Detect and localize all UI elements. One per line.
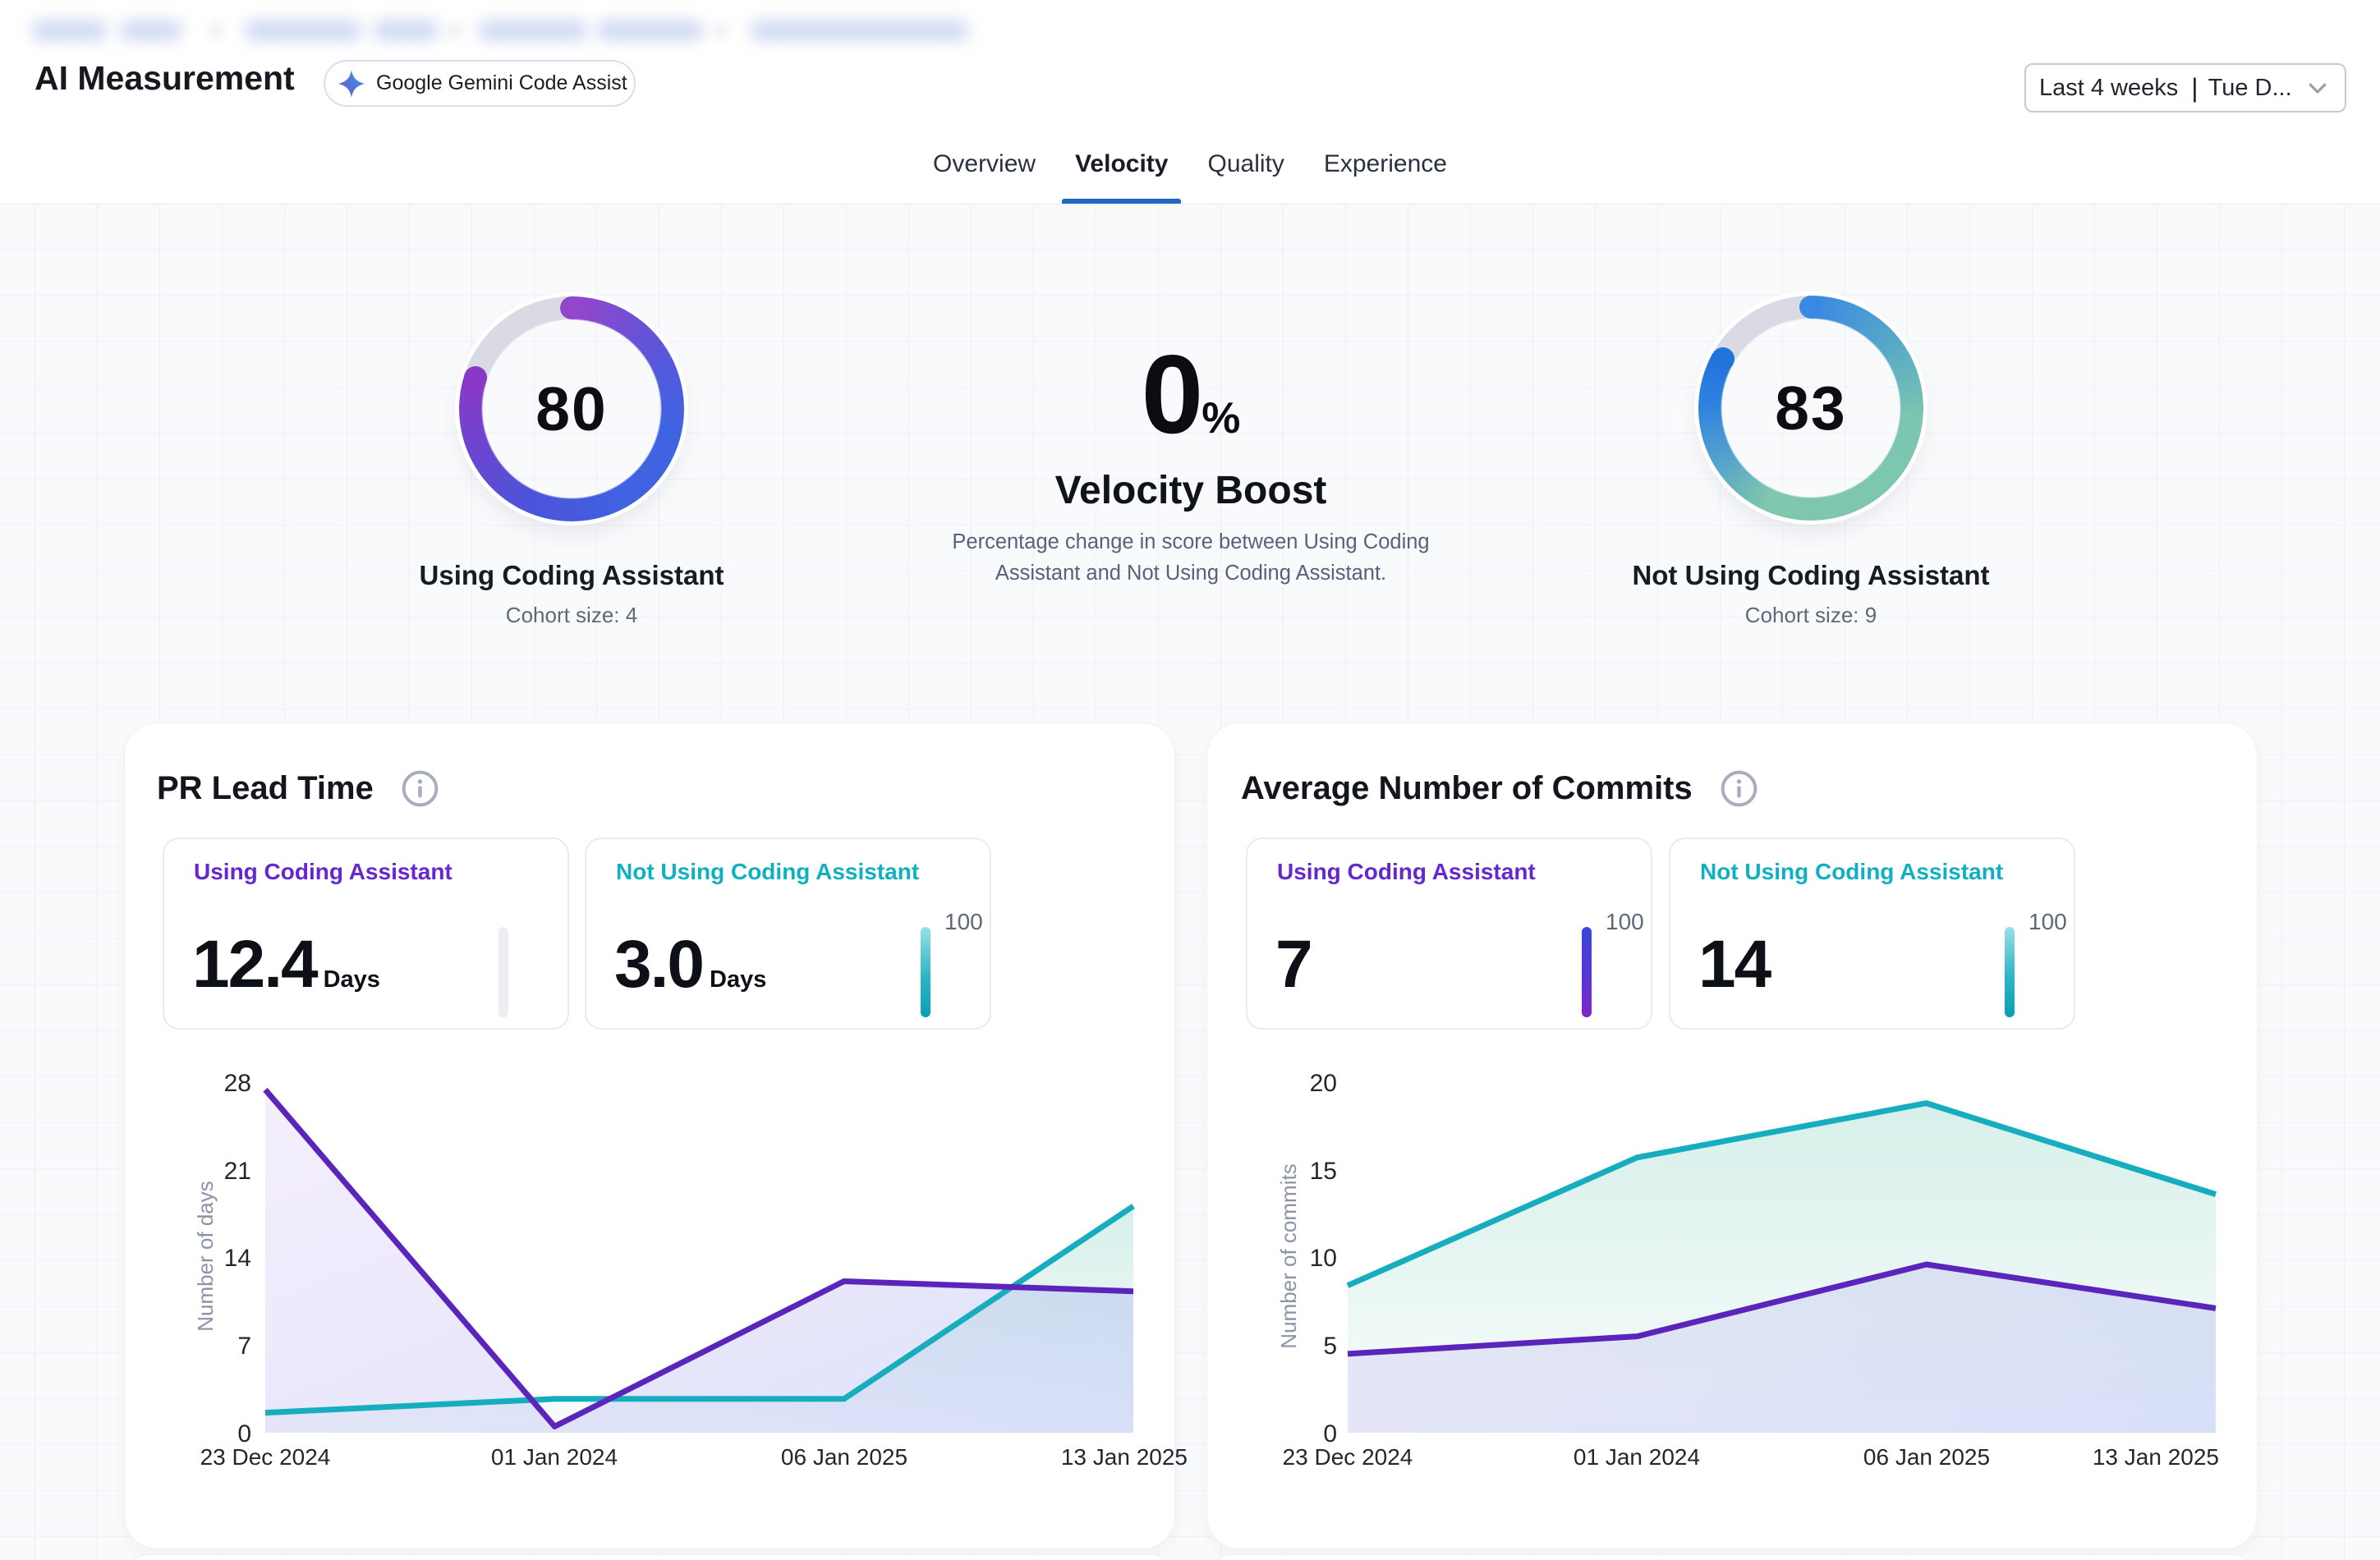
svg-text:5: 5 <box>1323 1333 1337 1360</box>
svg-text:10: 10 <box>1310 1245 1337 1272</box>
svg-text:28: 28 <box>224 1070 251 1097</box>
svg-text:01 Jan 2024: 01 Jan 2024 <box>491 1444 618 1470</box>
svg-text:06 Jan 2025: 06 Jan 2025 <box>781 1444 907 1470</box>
svg-text:20: 20 <box>1310 1070 1337 1097</box>
svg-text:Number of days: Number of days <box>193 1181 218 1332</box>
svg-text:Number of commits: Number of commits <box>1276 1163 1301 1348</box>
svg-text:06 Jan 2025: 06 Jan 2025 <box>1863 1444 1990 1470</box>
svg-text:7: 7 <box>237 1333 251 1360</box>
svg-text:23 Dec 2024: 23 Dec 2024 <box>1283 1444 1413 1470</box>
svg-text:14: 14 <box>224 1245 251 1272</box>
svg-text:01 Jan 2024: 01 Jan 2024 <box>1574 1444 1700 1470</box>
svg-text:15: 15 <box>1310 1158 1337 1185</box>
svg-text:0: 0 <box>237 1420 251 1448</box>
svg-text:21: 21 <box>224 1158 251 1185</box>
svg-text:13 Jan 2025: 13 Jan 2025 <box>2093 1444 2219 1470</box>
svg-text:13 Jan 2025: 13 Jan 2025 <box>1061 1444 1188 1470</box>
svg-text:23 Dec 2024: 23 Dec 2024 <box>200 1444 331 1470</box>
svg-text:0: 0 <box>1323 1420 1337 1448</box>
